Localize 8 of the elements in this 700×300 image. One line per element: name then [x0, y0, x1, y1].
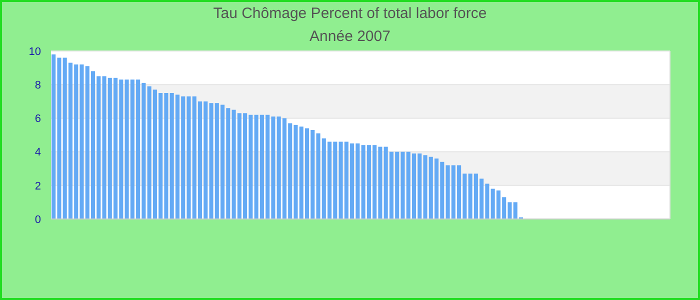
y-tick-label: 6: [34, 113, 41, 126]
y-tick-label: 8: [34, 79, 41, 92]
chart-title: Tau Chômage Percent of total labor force: [213, 5, 487, 22]
y-tick-label: 10: [28, 46, 41, 58]
y-tick-label: 4: [34, 146, 41, 159]
y-tick-label: 2: [34, 180, 41, 192]
chart-subtitle: Année 2007: [310, 28, 390, 45]
y-tick-label: 0: [34, 214, 41, 226]
